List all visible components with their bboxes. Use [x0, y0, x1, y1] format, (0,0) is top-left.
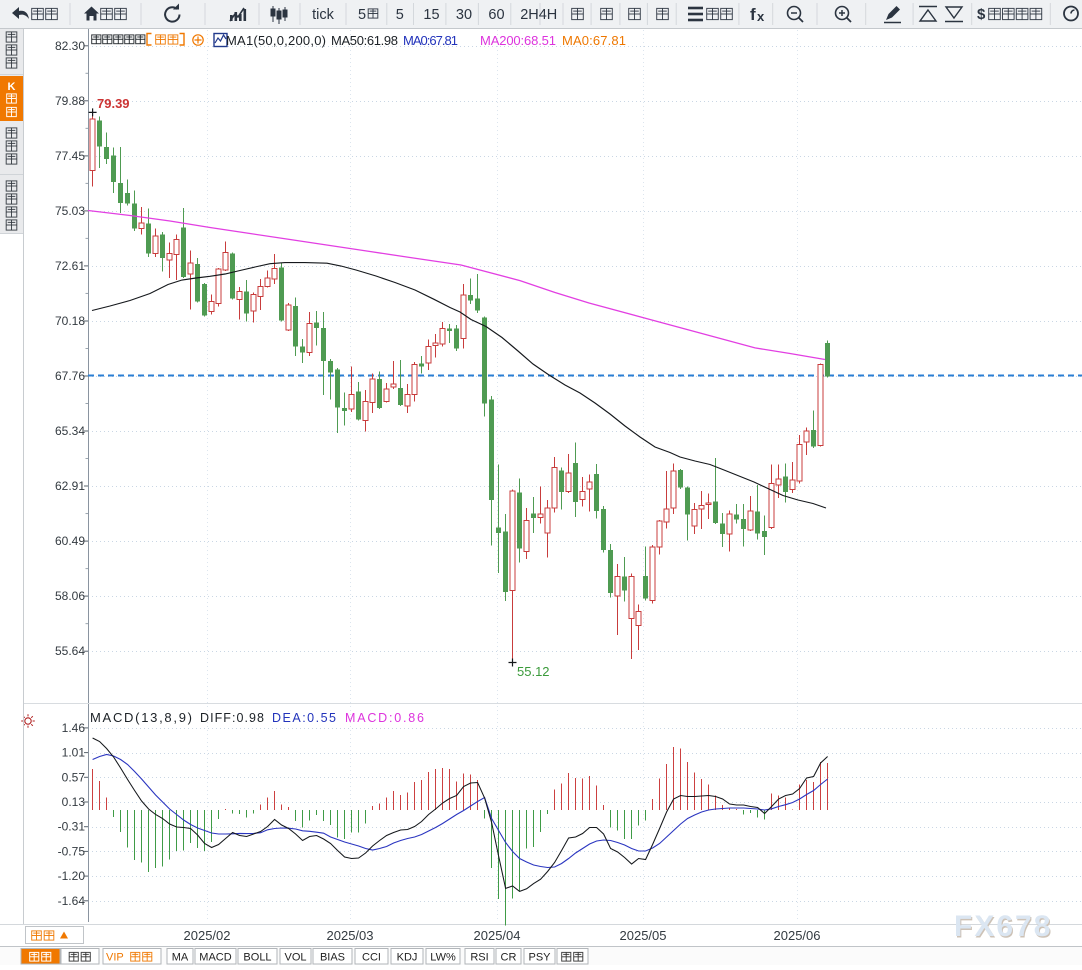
svg-text:DIFF:0.98: DIFF:0.98 [200, 711, 264, 725]
svg-text:LW%: LW% [430, 952, 456, 964]
svg-text:MA: MA [172, 952, 189, 964]
svg-text:CR: CR [501, 952, 517, 964]
svg-text:1.01: 1.01 [62, 746, 86, 760]
svg-text:77.45: 77.45 [55, 149, 85, 163]
svg-text:VOL: VOL [284, 952, 306, 964]
svg-text:5: 5 [396, 7, 404, 23]
svg-text:72.61: 72.61 [55, 259, 85, 273]
svg-text:PSY: PSY [528, 952, 551, 964]
svg-text:4H: 4H [539, 7, 558, 23]
svg-text:x: x [757, 9, 765, 24]
svg-text:KDJ: KDJ [397, 952, 418, 964]
svg-text:-0.31: -0.31 [58, 820, 86, 834]
svg-text:55.12: 55.12 [517, 664, 550, 679]
svg-text:2025/06: 2025/06 [774, 928, 821, 943]
svg-text:MA50:61.98: MA50:61.98 [331, 33, 398, 48]
svg-text:60: 60 [488, 7, 504, 23]
svg-text:70.18: 70.18 [55, 314, 85, 328]
svg-text:15: 15 [423, 7, 439, 23]
svg-text:-1.64: -1.64 [58, 894, 86, 908]
svg-text:30: 30 [456, 7, 472, 23]
svg-text:BOLL: BOLL [243, 952, 271, 964]
svg-text:1.46: 1.46 [62, 721, 86, 735]
svg-text:DEA:0.55: DEA:0.55 [272, 711, 336, 725]
svg-text:-0.75: -0.75 [58, 844, 86, 858]
svg-text:MA1(50,0,200,0): MA1(50,0,200,0) [226, 33, 326, 48]
svg-text:58.06: 58.06 [55, 589, 85, 603]
svg-text:2H: 2H [520, 7, 539, 23]
svg-text:67.76: 67.76 [55, 369, 85, 383]
svg-text:FX678: FX678 [954, 910, 1052, 943]
svg-text:75.03: 75.03 [55, 204, 85, 218]
svg-text:5: 5 [358, 7, 366, 23]
svg-text:K: K [8, 81, 16, 93]
svg-text:BIAS: BIAS [320, 952, 345, 964]
svg-text:FX678: FX678 [955, 912, 1053, 945]
svg-text:2025/02: 2025/02 [184, 928, 231, 943]
svg-text:60.49: 60.49 [55, 534, 85, 548]
svg-text:79.88: 79.88 [55, 94, 85, 108]
svg-text:VIP: VIP [106, 952, 124, 964]
svg-text:2025/03: 2025/03 [327, 928, 374, 943]
svg-text:RSI: RSI [470, 952, 488, 964]
svg-text:2025/04: 2025/04 [474, 928, 521, 943]
svg-text:CCI: CCI [362, 952, 381, 964]
svg-text:65.34: 65.34 [55, 424, 85, 438]
svg-text:55.64: 55.64 [55, 644, 85, 658]
svg-text:0.57: 0.57 [62, 770, 86, 784]
svg-text:MA0:67.81: MA0:67.81 [562, 33, 626, 48]
svg-text:$: $ [977, 6, 986, 23]
svg-text:MACD(13,8,9): MACD(13,8,9) [90, 710, 192, 725]
svg-text:MA200:68.51: MA200:68.51 [480, 33, 556, 48]
svg-text:tick: tick [312, 7, 335, 23]
svg-text:82.30: 82.30 [55, 39, 85, 53]
svg-text:MA0:67.81: MA0:67.81 [403, 33, 458, 48]
svg-text:-1.20: -1.20 [58, 869, 86, 883]
svg-text:0.13: 0.13 [62, 795, 86, 809]
svg-text:MACD: MACD [199, 952, 231, 964]
svg-text:79.39: 79.39 [97, 96, 130, 111]
svg-text:f: f [750, 5, 756, 24]
svg-text:2025/05: 2025/05 [620, 928, 667, 943]
svg-text:MACD:0.86: MACD:0.86 [345, 711, 424, 725]
svg-text:62.91: 62.91 [55, 479, 85, 493]
